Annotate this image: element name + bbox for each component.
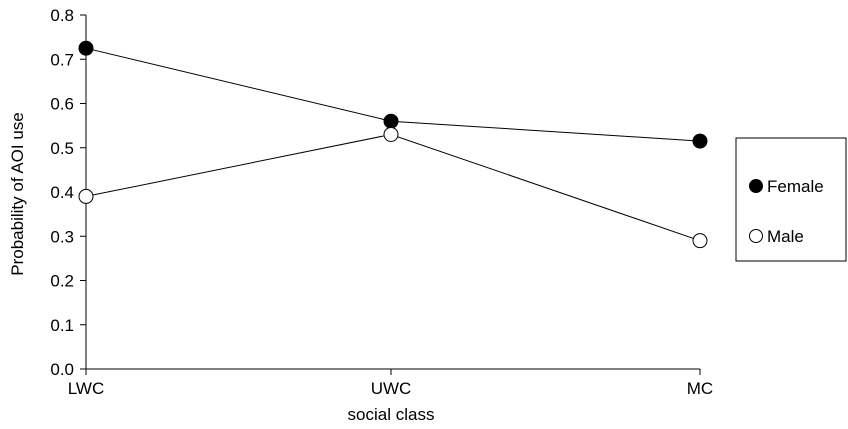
data-point-male: [692, 233, 708, 249]
y-tick-label: 0.2: [50, 272, 74, 291]
y-tick-label: 0.8: [50, 6, 74, 25]
axes: 0.0 0.1 0.2 0.3 0.4 0.5 0.6 0.7 0.8 LWC UWC MC: [50, 6, 713, 398]
x-tick-label: UWC: [371, 379, 412, 398]
x-tick-label: MC: [687, 379, 713, 398]
y-tick-label: 0.4: [50, 183, 74, 202]
y-tick-label: 0.3: [50, 227, 74, 246]
data-point-male: [383, 126, 399, 142]
y-tick-label: 0.0: [50, 360, 74, 379]
legend-label-male: Male: [767, 227, 804, 246]
legend-marker-male: [749, 229, 763, 243]
legend-label-female: Female: [767, 177, 824, 196]
y-tick-label: 0.7: [50, 50, 74, 69]
series-line-male: [85, 133, 701, 242]
data-point-female: [692, 133, 708, 149]
y-axis-title: Probability of AOI use: [8, 112, 27, 275]
legend-marker-female: [749, 179, 763, 193]
y-tick-label: 0.6: [50, 95, 74, 114]
x-axis-title: social class: [348, 405, 435, 424]
y-tick-label: 0.5: [50, 139, 74, 158]
data-point-female: [78, 40, 94, 56]
series-layer: [78, 40, 708, 249]
legend: Female Male: [735, 137, 847, 262]
y-tick-label: 0.1: [50, 316, 74, 335]
data-point-female: [383, 113, 399, 129]
x-tick-label: LWC: [68, 379, 105, 398]
data-point-male: [78, 188, 94, 204]
